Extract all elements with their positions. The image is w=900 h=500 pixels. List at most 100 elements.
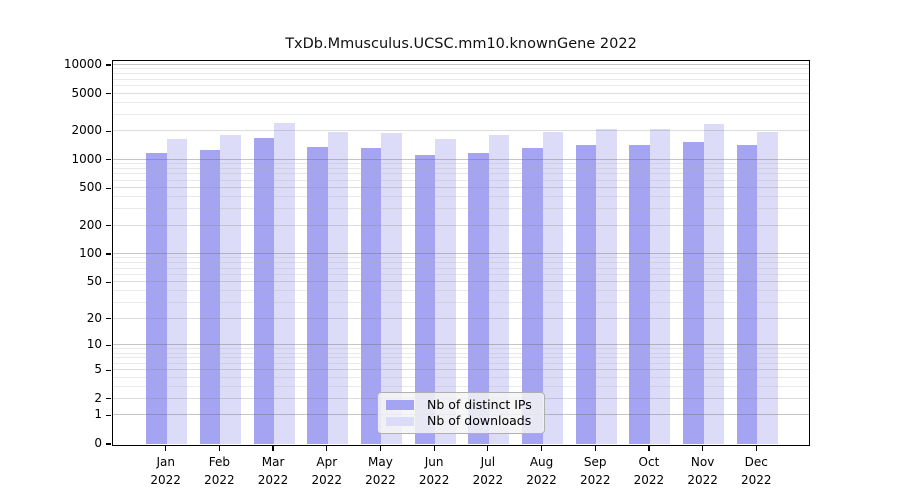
x-axis-month-label: Feb (208, 455, 230, 469)
gridline (113, 101, 809, 103)
legend-label-downloads: Nb of downloads (427, 413, 532, 428)
gridline (113, 357, 809, 359)
gridline (113, 92, 809, 94)
bar-downloads (274, 123, 295, 444)
bar-distinct-ips (575, 145, 597, 444)
x-axis-month-label: Oct (638, 455, 660, 469)
gridline (113, 173, 809, 175)
y-axis-tick-label: 200 (79, 217, 102, 232)
gridline (113, 224, 809, 226)
x-axis-month-label: May (368, 455, 393, 469)
y-axis-tick-label: 2000 (71, 123, 102, 138)
x-axis-tick (648, 446, 650, 451)
gridline (113, 273, 809, 275)
bar-downloads (757, 132, 778, 444)
y-axis-tick (106, 281, 111, 283)
x-axis-year-label: 2022 (365, 473, 396, 487)
x-axis-month-label: Apr (316, 455, 338, 469)
y-axis-tick (106, 130, 111, 132)
gridline (113, 73, 809, 75)
x-axis-tick (487, 446, 489, 451)
x-axis-tick-label: Aug 2022 (515, 453, 569, 489)
y-axis-tick (106, 225, 111, 227)
bar-downloads (435, 138, 456, 444)
y-axis-tick-label: 10 (86, 337, 102, 352)
y-axis-tick-label: 100 (79, 246, 102, 261)
gridline (113, 317, 809, 319)
bar-distinct-ips (683, 141, 704, 444)
legend-label-distinct-ips: Nb of distinct IPs (427, 396, 532, 412)
gridline (113, 63, 809, 65)
gridline (113, 167, 809, 169)
legend-swatch-distinct-ips (386, 400, 414, 410)
x-axis-tick (433, 446, 435, 451)
y-axis-tick (106, 92, 111, 95)
bar-downloads (166, 138, 188, 444)
gridline (113, 262, 809, 264)
bar-distinct-ips (146, 153, 167, 444)
x-axis-tick (540, 446, 543, 451)
bar-distinct-ips (199, 150, 221, 444)
x-axis-year-label: 2022 (311, 473, 343, 487)
x-axis-month-label: Dec (744, 455, 768, 469)
bar-distinct-ips (307, 147, 328, 444)
x-axis-tick (594, 446, 596, 451)
x-axis-month-label: Jun (424, 455, 444, 469)
x-axis-tick-label: Oct 2022 (622, 453, 676, 489)
bar-distinct-ips (360, 147, 382, 444)
bar-downloads (327, 132, 349, 444)
bar-distinct-ips (736, 144, 758, 444)
x-axis-tick-label: Feb 2022 (192, 453, 246, 489)
gridline (113, 163, 809, 165)
x-axis-tick-label: May 2022 (353, 453, 407, 489)
x-axis-tick (326, 446, 328, 451)
x-axis-year-label: 2022 (687, 473, 718, 487)
x-axis-year-label: 2022 (150, 473, 181, 487)
x-axis-year-label: 2022 (579, 473, 611, 487)
gridline (113, 253, 809, 255)
x-axis-year-label: 2022 (741, 473, 772, 487)
bar-distinct-ips (468, 153, 489, 444)
legend-swatch-downloads (386, 416, 414, 426)
y-axis-tick (106, 187, 111, 189)
x-axis-tick-label: Dec 2022 (729, 453, 783, 489)
x-axis-tick-label: Jul 2022 (461, 453, 515, 489)
bar-downloads (703, 124, 725, 444)
x-axis-month-label: Jul (480, 455, 496, 469)
bar-downloads (542, 132, 564, 444)
bar-distinct-ips (629, 145, 650, 444)
x-axis-tick-label: Nov 2022 (676, 453, 730, 489)
x-axis-year-label: 2022 (633, 473, 665, 487)
x-axis-month-label: Mar (261, 455, 285, 469)
y-axis-tick-label: 0 (94, 436, 102, 450)
x-axis-tick (755, 446, 757, 451)
y-axis-tick (106, 159, 111, 161)
gridline (113, 113, 809, 115)
legend-entry-downloads: Nb of downloads (386, 413, 544, 428)
legend: Nb of distinct IPs Nb of downloads (377, 392, 545, 434)
gridline (113, 362, 809, 364)
x-axis-tick-label: Jan 2022 (139, 453, 193, 489)
gridline (113, 290, 809, 292)
y-axis-tick-label: 50 (86, 274, 102, 289)
y-axis-tick (106, 64, 111, 66)
bar-downloads (649, 128, 671, 444)
x-axis-month-label: Nov (690, 455, 715, 469)
x-axis-month-label: Sep (583, 455, 607, 469)
y-axis-tick (106, 318, 111, 320)
x-axis-tick-label: Jun 2022 (407, 453, 461, 489)
x-axis-tick (218, 446, 220, 451)
gridline (113, 196, 809, 198)
y-axis-tick (106, 414, 111, 417)
x-axis-year-label: 2022 (257, 473, 289, 487)
gridline (113, 376, 809, 378)
bar-distinct-ips (414, 154, 436, 444)
x-axis-month-label: Aug (529, 455, 554, 469)
gridline (113, 208, 809, 210)
bar-distinct-ips (253, 138, 275, 444)
gridline (113, 267, 809, 269)
gridline (113, 281, 809, 283)
y-axis-tick (106, 344, 111, 346)
gridline (113, 130, 809, 132)
